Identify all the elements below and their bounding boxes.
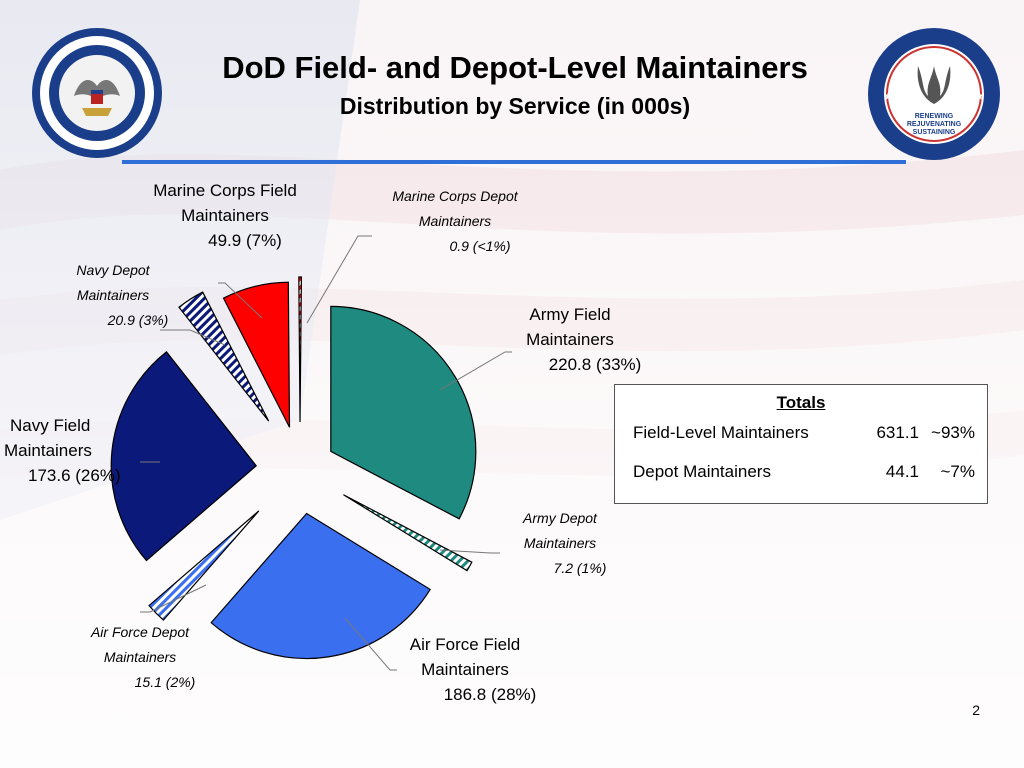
page-number: 2: [972, 702, 980, 718]
label-af-depot-name2: Maintainers: [103, 649, 177, 665]
label-navy-field-value: 173.6 (26%): [28, 466, 121, 485]
leader-line-mc-field: [218, 282, 263, 319]
title-divider: [122, 160, 906, 164]
label-af-depot: Air Force Depot Maintainers 15.1 (2%): [60, 620, 220, 695]
seal-line-3: SUSTAINING: [913, 129, 956, 136]
leader-line-mc-depot: [306, 235, 372, 324]
totals-row-name: Field-Level Maintainers: [633, 423, 809, 442]
label-army-depot-name2: Maintainers: [523, 535, 597, 551]
svg-text:★: ★: [974, 89, 985, 103]
pie-slice-navy-field-maintainers: [110, 351, 258, 562]
page-subtitle: Distribution by Service (in 000s): [339, 93, 691, 119]
totals-header: Totals: [776, 393, 826, 412]
leader-line-navy-depot: [160, 329, 226, 346]
leader-line-army-depot: [439, 549, 500, 554]
label-army-field-name2: Maintainers: [526, 330, 614, 349]
label-army-field-name1: Army Field: [529, 305, 611, 324]
label-af-field-name1: Air Force Field: [409, 635, 521, 654]
label-af-field-value: 186.8 (28%): [443, 685, 537, 704]
svg-text:★: ★: [883, 89, 894, 103]
label-navy-depot: Navy Depot Maintainers 20.9 (3%): [28, 258, 198, 333]
pie-slice-air-force-field-maintainers: [210, 512, 431, 660]
seal-line-2: REJUVENATING: [907, 121, 962, 128]
totals-row-name: Depot Maintainers: [633, 462, 771, 481]
pie-slice-army-field-maintainers: [330, 305, 477, 520]
label-mc-field-name2: Maintainers: [181, 206, 269, 225]
label-mc-depot: Marine Corps Depot Maintainers 0.9 (<1%): [360, 184, 550, 259]
leader-line-army-field: [439, 351, 512, 391]
pie-slice-marine-corps-depot-maintainers: [298, 276, 303, 423]
pie-slice-army-depot-maintainers: [343, 494, 473, 572]
label-mc-depot-value: 0.9 (<1%): [449, 238, 511, 254]
label-army-depot-name1: Army Depot: [523, 510, 597, 526]
label-af-depot-value: 15.1 (2%): [134, 674, 196, 690]
pie-slice-marine-corps-field-maintainers: [222, 281, 291, 428]
label-mc-depot-name1: Marine Corps Depot: [392, 188, 518, 204]
seal-line-1: RENEWING: [915, 113, 954, 120]
leader-line-af-depot: [140, 584, 207, 613]
label-navy-field: Navy Field Maintainers 173.6 (26%): [0, 413, 140, 488]
pie-slice-air-force-depot-maintainers: [148, 510, 260, 621]
label-af-depot-name1: Air Force Depot: [90, 624, 190, 640]
label-army-depot: Army Depot Maintainers 7.2 (1%): [490, 506, 630, 581]
label-navy-depot-name2: Maintainers: [76, 287, 150, 303]
totals-row-value: 44.1: [885, 462, 919, 481]
label-af-field: Air Force Field Maintainers 186.8 (28%): [380, 632, 550, 707]
label-army-depot-value: 7.2 (1%): [553, 560, 607, 576]
label-navy-depot-value: 20.9 (3%): [107, 312, 169, 328]
label-mc-field-value: 49.9 (7%): [208, 231, 282, 250]
label-army-field: Army Field Maintainers 220.8 (33%): [490, 302, 650, 377]
label-navy-field-name1: Navy Field: [10, 416, 91, 435]
label-navy-depot-name1: Navy Depot: [76, 262, 150, 278]
totals-box: Totals Field-Level Maintainers 631.1 ~93…: [614, 384, 988, 504]
totals-row-pct: ~93%: [931, 423, 975, 442]
label-mc-depot-name2: Maintainers: [418, 213, 492, 229]
label-army-field-value: 220.8 (33%): [548, 355, 642, 374]
label-af-field-name2: Maintainers: [421, 660, 509, 679]
label-mc-field: Marine Corps Field Maintainers 49.9 (7%): [120, 178, 330, 253]
totals-row-value: 631.1: [876, 423, 919, 442]
dod-maintenance-seal-logo: ★ ★ RENEWING REJUVENATING SUSTAINING: [868, 28, 1000, 160]
pie-slice-navy-depot-maintainers: [178, 291, 270, 422]
dod-seal-logo: [32, 28, 162, 158]
totals-row-pct: ~7%: [940, 462, 976, 481]
label-mc-field-name1: Marine Corps Field: [153, 181, 297, 200]
page-title: DoD Field- and Depot-Level Maintainers: [222, 50, 808, 85]
leader-line-af-field: [344, 617, 397, 671]
label-navy-field-name2: Maintainers: [4, 441, 92, 460]
